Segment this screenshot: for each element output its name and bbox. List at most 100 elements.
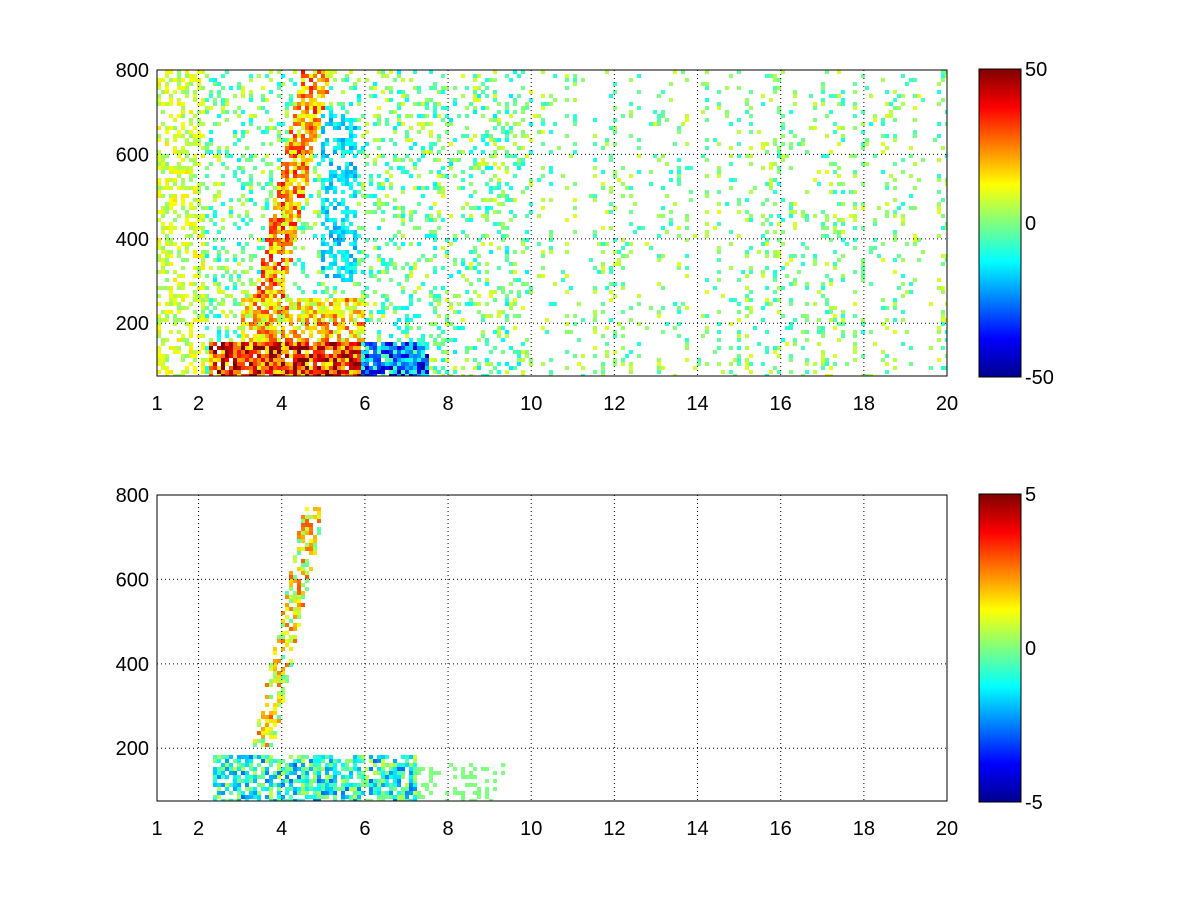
heatmap-cell — [393, 130, 397, 134]
heatmap-cell — [301, 150, 305, 154]
heatmap-cell — [233, 110, 237, 114]
heatmap-cell — [281, 238, 285, 242]
heatmap-cell — [241, 795, 245, 799]
heatmap-cell — [309, 567, 313, 571]
heatmap-cell — [385, 86, 389, 90]
heatmap-cell — [349, 314, 353, 318]
heatmap-cell — [485, 234, 489, 238]
heatmap-cell — [329, 354, 333, 358]
heatmap-cell — [565, 242, 569, 246]
heatmap-cell — [189, 302, 193, 306]
heatmap-cell — [289, 182, 293, 186]
heatmap-cell — [485, 142, 489, 146]
heatmap-cell — [281, 222, 285, 226]
heatmap-cell — [937, 206, 941, 210]
heatmap-cell — [357, 787, 361, 791]
heatmap-cell — [945, 70, 947, 74]
heatmap-cell — [573, 230, 577, 234]
heatmap-cell — [833, 214, 837, 218]
heatmap-cell — [213, 194, 217, 198]
heatmap-cell — [525, 230, 529, 234]
heatmap-cell — [485, 78, 489, 82]
heatmap-cell — [213, 358, 217, 362]
heatmap-cell — [893, 318, 897, 322]
heatmap-cell — [269, 683, 273, 687]
heatmap-cell — [409, 214, 413, 218]
heatmap-cell — [609, 202, 613, 206]
heatmap-cell — [477, 362, 481, 366]
heatmap-cell — [361, 134, 365, 138]
heatmap-cell — [669, 170, 673, 174]
heatmap-cell — [285, 346, 289, 350]
heatmap-cell — [381, 374, 385, 376]
heatmap-cell — [325, 330, 329, 334]
heatmap-cell — [221, 238, 225, 242]
heatmap-cell — [929, 302, 933, 306]
heatmap-cell — [277, 306, 281, 310]
heatmap-cell — [609, 298, 613, 302]
heatmap-cell — [285, 643, 289, 647]
heatmap-cell — [489, 799, 493, 801]
heatmap-cell — [341, 763, 345, 767]
heatmap-cell — [281, 639, 285, 643]
heatmap-cell — [297, 599, 301, 603]
heatmap-cell — [301, 142, 305, 146]
heatmap-cell — [237, 226, 241, 230]
heatmap-cell — [353, 322, 357, 326]
heatmap-cell — [841, 126, 845, 130]
heatmap-cell — [841, 254, 845, 258]
heatmap-cell — [345, 266, 349, 270]
heatmap-cell — [881, 142, 885, 146]
heatmap-cell — [457, 302, 461, 306]
heatmap-cell — [861, 130, 865, 134]
heatmap-cell — [309, 314, 313, 318]
heatmap-cell — [473, 358, 477, 362]
heatmap-cell — [513, 314, 517, 318]
heatmap-cell — [305, 166, 309, 170]
heatmap-cell — [305, 366, 309, 370]
heatmap-cell — [305, 755, 309, 759]
heatmap-cell — [353, 302, 357, 306]
heatmap-cell — [241, 330, 245, 334]
heatmap-cell — [305, 515, 309, 519]
heatmap-cell — [861, 110, 865, 114]
heatmap-cell — [173, 126, 177, 130]
heatmap-cell — [369, 310, 373, 314]
heatmap-cell — [285, 102, 289, 106]
heatmap-cell — [661, 214, 665, 218]
heatmap-cell — [317, 350, 321, 354]
heatmap-cell — [805, 246, 809, 250]
heatmap-cell — [413, 102, 417, 106]
heatmap-cell — [277, 94, 281, 98]
heatmap-cell — [273, 290, 277, 294]
heatmap-cell — [225, 250, 229, 254]
heatmap-cell — [177, 310, 181, 314]
heatmap-cell — [401, 350, 405, 354]
heatmap-cell — [685, 254, 689, 258]
heatmap-cell — [241, 755, 245, 759]
heatmap-cell — [349, 174, 353, 178]
heatmap-cell — [213, 102, 217, 106]
heatmap-cell — [421, 334, 425, 338]
heatmap-cell — [249, 94, 253, 98]
heatmap-cell — [661, 110, 665, 114]
heatmap-cell — [517, 290, 521, 294]
heatmap-cell — [801, 214, 805, 218]
heatmap-cell — [793, 278, 797, 282]
heatmap-cell — [321, 342, 325, 346]
heatmap-cell — [201, 226, 205, 230]
heatmap-cell — [433, 342, 437, 346]
heatmap-cell — [333, 258, 337, 262]
heatmap-cell — [397, 114, 401, 118]
heatmap-cell — [405, 94, 409, 98]
heatmap-cell — [321, 266, 325, 270]
heatmap-cell — [189, 330, 193, 334]
heatmap-cell — [321, 158, 325, 162]
heatmap-cell — [429, 98, 433, 102]
heatmap-cell — [717, 202, 721, 206]
heatmap-cell — [201, 214, 205, 218]
heatmap-cell — [257, 783, 261, 787]
heatmap-cell — [241, 86, 245, 90]
heatmap-cell — [337, 350, 341, 354]
heatmap-cell — [389, 262, 393, 266]
